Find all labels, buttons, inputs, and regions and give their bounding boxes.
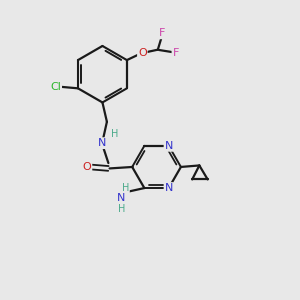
Text: F: F bbox=[172, 48, 179, 58]
Text: O: O bbox=[138, 48, 147, 58]
Text: O: O bbox=[82, 162, 91, 172]
Text: N: N bbox=[98, 138, 106, 148]
Text: H: H bbox=[122, 183, 129, 193]
Text: N: N bbox=[164, 141, 173, 151]
Text: H: H bbox=[111, 129, 118, 139]
Text: N: N bbox=[164, 183, 173, 193]
Text: Cl: Cl bbox=[50, 82, 61, 92]
Text: F: F bbox=[159, 28, 166, 38]
Text: N: N bbox=[117, 194, 126, 203]
Text: H: H bbox=[118, 204, 125, 214]
